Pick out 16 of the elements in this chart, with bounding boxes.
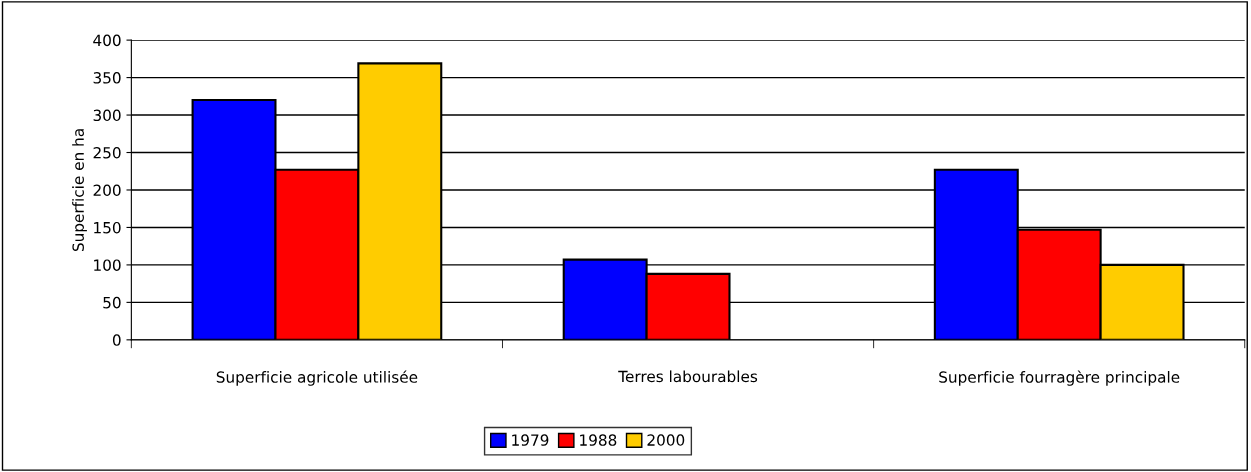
x-tick-label: Superficie fourragère principale bbox=[939, 370, 1180, 386]
y-tick-label: 400 bbox=[93, 34, 121, 47]
y-tick-label: 300 bbox=[93, 109, 121, 122]
y-tick-label: 100 bbox=[94, 259, 121, 271]
y-axis-title: Superficie en ha bbox=[72, 129, 87, 252]
y-tick-label: 350 bbox=[93, 72, 121, 84]
x-tick-label: Terres labourables bbox=[618, 370, 758, 383]
legend-label: 1979 bbox=[512, 434, 549, 446]
y-tick-label: 200 bbox=[93, 184, 121, 196]
y-tick-label: 150 bbox=[94, 221, 121, 234]
legend-label: 1988 bbox=[580, 434, 617, 446]
y-tick-label: 0 bbox=[112, 334, 121, 346]
y-tick-label: 250 bbox=[93, 146, 121, 159]
legend-label: 2000 bbox=[647, 434, 685, 446]
y-tick-label: 50 bbox=[103, 296, 121, 309]
x-tick-label: Superficie agricole utilisée bbox=[216, 370, 418, 386]
